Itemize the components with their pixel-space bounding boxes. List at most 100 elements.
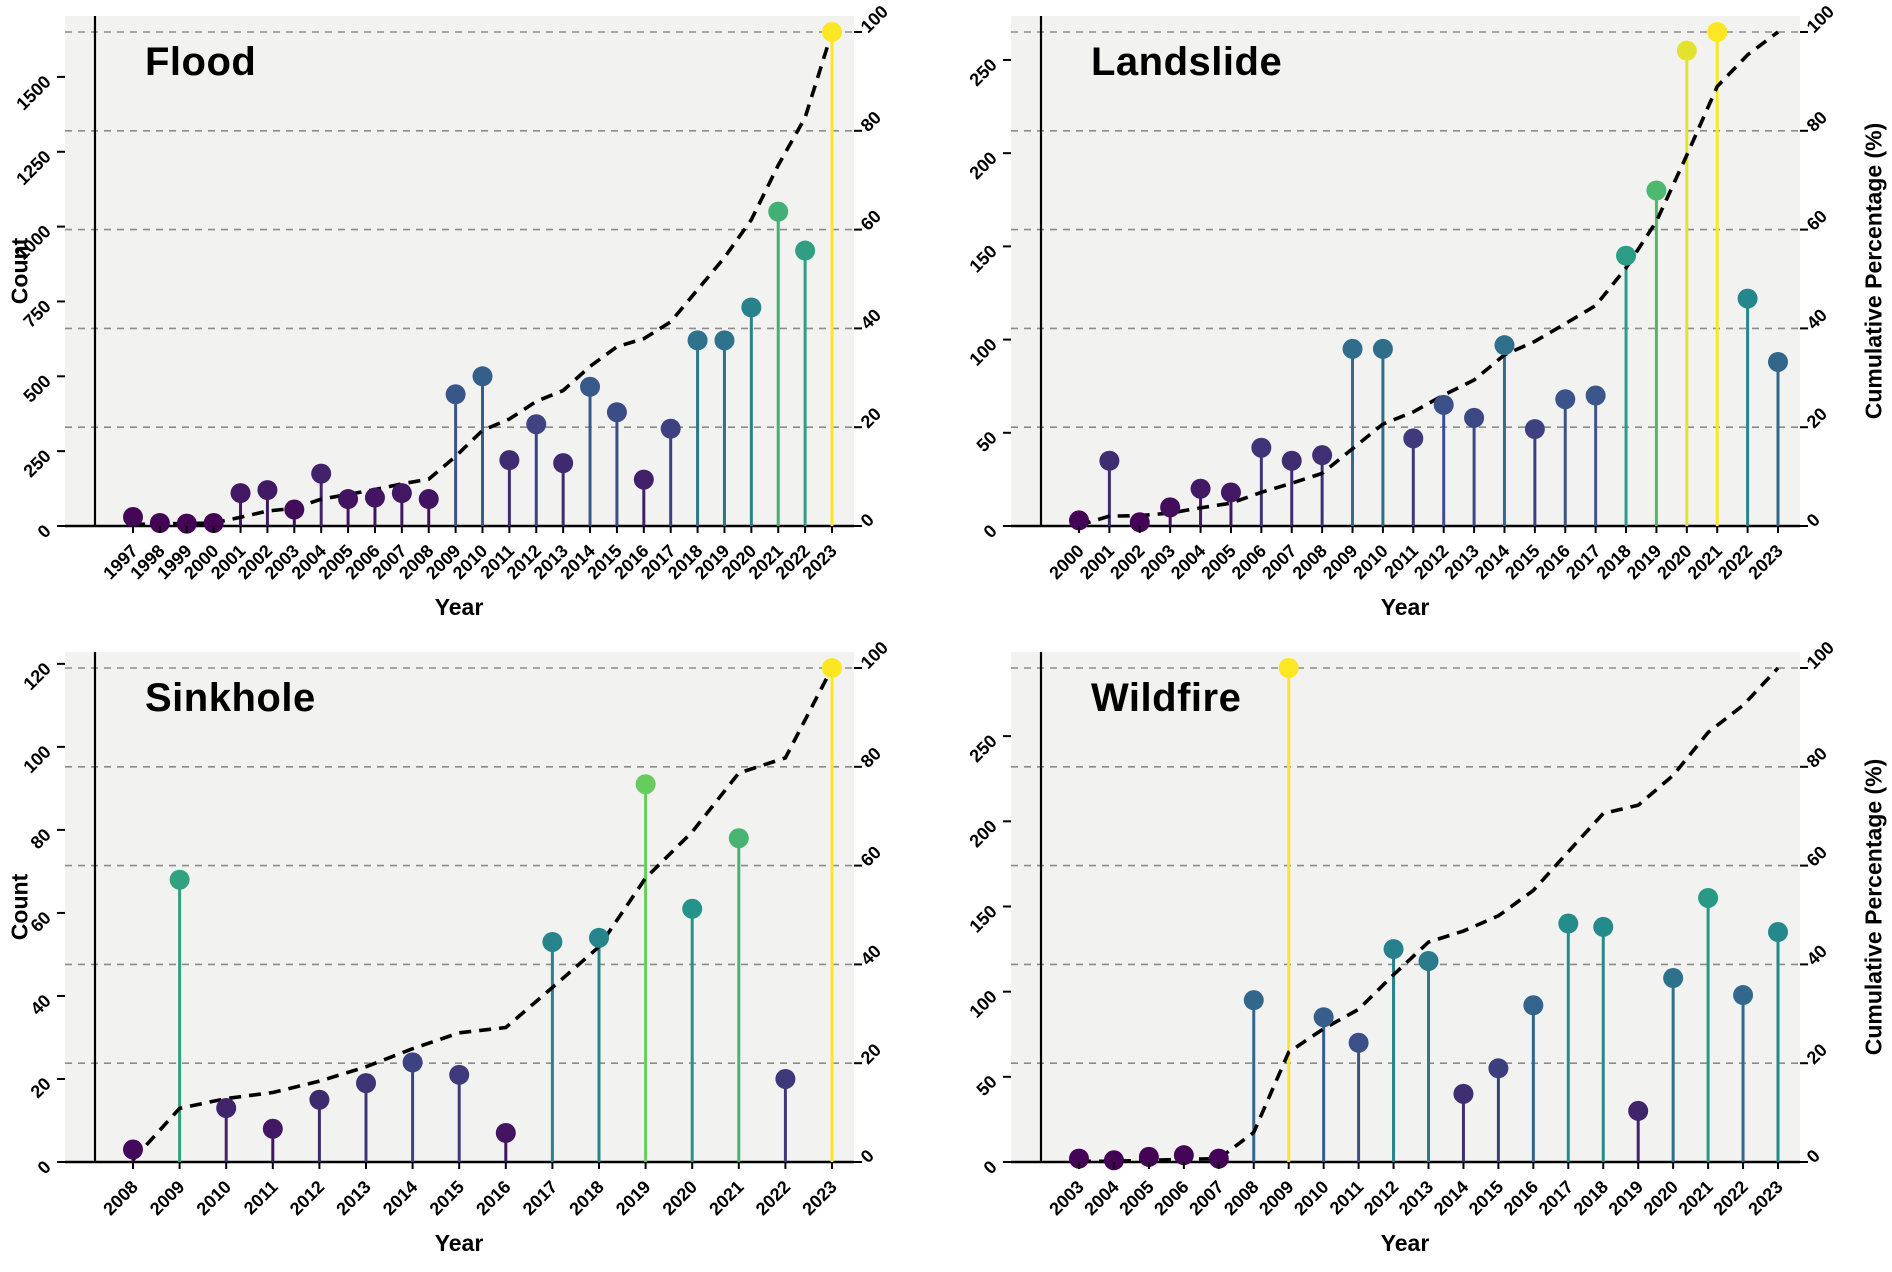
data-point	[589, 927, 609, 948]
data-point	[526, 414, 547, 435]
x-tick-label: 2022	[752, 1177, 794, 1219]
panel-title-flood: Flood	[145, 40, 257, 84]
y-left-tick-label: 0	[34, 1157, 55, 1178]
data-point	[1129, 512, 1150, 533]
data-point	[495, 1122, 516, 1143]
data-point	[1616, 245, 1637, 266]
x-axis-label: Year	[1380, 594, 1430, 620]
data-point	[1737, 288, 1758, 309]
data-point	[1585, 385, 1606, 406]
data-point	[1698, 887, 1719, 908]
data-point	[1524, 419, 1545, 440]
data-point	[1768, 922, 1788, 943]
panel-title-sinkhole: Sinkhole	[145, 676, 316, 720]
data-point	[1069, 510, 1089, 531]
data-point	[176, 513, 197, 534]
x-tick-label: 2007	[1185, 1177, 1227, 1219]
x-axis-label: Year	[434, 594, 484, 620]
y-left-tick-label: 150	[965, 901, 1000, 936]
cumulative-line	[1078, 30, 1780, 527]
x-tick-label: 2005	[1115, 1177, 1157, 1219]
data-point	[1208, 1148, 1229, 1169]
wildfire-chart: 2003200420052006200720082009201020112012…	[965, 637, 1838, 1219]
data-point	[1663, 968, 1684, 989]
x-tick-label: 2010	[193, 1177, 235, 1219]
y-left-tick-label: 20	[27, 1074, 55, 1102]
cumulative-line	[131, 667, 834, 1161]
data-point	[1464, 407, 1485, 428]
flood-chart: 1997199819992000200120022003200420052006…	[12, 1, 892, 583]
panel-title-landslide: Landslide	[1091, 40, 1283, 84]
y-left-tick-label: 50	[973, 1072, 1001, 1100]
data-point	[1313, 1007, 1334, 1028]
panel-title-wildfire: Wildfire	[1091, 676, 1242, 720]
y-right-tick-label: 0	[1803, 510, 1824, 531]
data-point	[1768, 351, 1788, 372]
x-axis-label: Year	[1380, 1230, 1430, 1256]
data-point	[1099, 450, 1120, 471]
x-tick-label: 2022	[1709, 1177, 1751, 1219]
sinkhole-chart: 2008 2009 2010 2011 2012 2013 2014 2015 2016 2017…	[19, 637, 892, 1219]
data-point	[1138, 1146, 1159, 1167]
x-axis-label: Year	[434, 1230, 484, 1256]
data-point	[580, 376, 601, 397]
data-point	[284, 499, 305, 520]
data-point	[1593, 916, 1614, 937]
x-tick-label: 2021	[1674, 1177, 1716, 1219]
data-point	[169, 869, 190, 890]
data-point	[1433, 394, 1454, 415]
cumulative-line	[132, 31, 834, 527]
data-point	[1733, 985, 1754, 1006]
data-point	[553, 453, 574, 474]
x-tick-label: 2008	[99, 1177, 141, 1219]
x-tick-label: 2011	[240, 1177, 282, 1219]
data-point	[1243, 990, 1264, 1011]
x-tick-label: 2013	[1395, 1177, 1437, 1219]
x-tick-label: 2019	[1605, 1177, 1647, 1219]
data-point	[1251, 437, 1272, 458]
x-tick-label: 2009	[1255, 1177, 1297, 1219]
x-tick-label: 2012	[1360, 1177, 1402, 1219]
y-left-tick-label: 250	[19, 446, 54, 481]
data-point	[309, 1089, 330, 1110]
data-point	[1558, 913, 1579, 934]
panel-landslide: 2000 2001 2002 2003 2004 2005 2006 2007 2008 2009…	[946, 0, 1892, 636]
x-tick-label: 2012	[286, 1177, 328, 1219]
data-point	[149, 513, 170, 534]
data-point	[1069, 1148, 1089, 1169]
y-left-tick-label: 500	[19, 371, 54, 406]
data-point	[418, 489, 439, 510]
panel-flood: 1997 1998 1999 2000 2001 2002 2003 2004 2005 2006…	[0, 0, 946, 636]
data-point	[1523, 995, 1544, 1016]
x-tick-label: 2020	[659, 1177, 701, 1219]
data-point	[391, 483, 412, 504]
x-tick-label: 2018	[1570, 1177, 1612, 1219]
data-point	[123, 507, 143, 528]
y-right-tick-label: 0	[857, 510, 878, 531]
x-tick-label: 2019	[612, 1177, 654, 1219]
data-point	[262, 1118, 283, 1139]
data-point	[687, 330, 708, 351]
data-point	[775, 1068, 796, 1089]
y-left-tick-label: 50	[973, 427, 1001, 455]
landslide-chart: 2000200120022003200420052006200720082009…	[965, 1, 1838, 583]
y-left-tick-label: 120	[19, 659, 54, 694]
data-point	[123, 1139, 143, 1160]
data-point	[1676, 40, 1697, 61]
y-left-tick-label: 100	[965, 986, 1000, 1021]
plot-background	[1011, 652, 1800, 1162]
data-point	[1453, 1083, 1474, 1104]
data-point	[1418, 950, 1439, 971]
data-point	[230, 483, 251, 504]
data-point	[660, 418, 681, 439]
y-axis-label-cumulative: Cumulative Percentage (%)	[1860, 758, 1887, 1056]
data-point	[1488, 1058, 1509, 1079]
y-left-tick-label: 80	[27, 825, 55, 853]
x-tick-label: 2009	[146, 1177, 188, 1219]
x-tick-label: 2013	[332, 1177, 374, 1219]
y-axis-label-cumulative: Cumulative Percentage (%)	[1860, 122, 1887, 420]
data-point	[1278, 658, 1299, 678]
data-point	[1707, 22, 1728, 42]
data-point	[257, 480, 278, 501]
x-tick-label: 2004	[1080, 1177, 1122, 1219]
